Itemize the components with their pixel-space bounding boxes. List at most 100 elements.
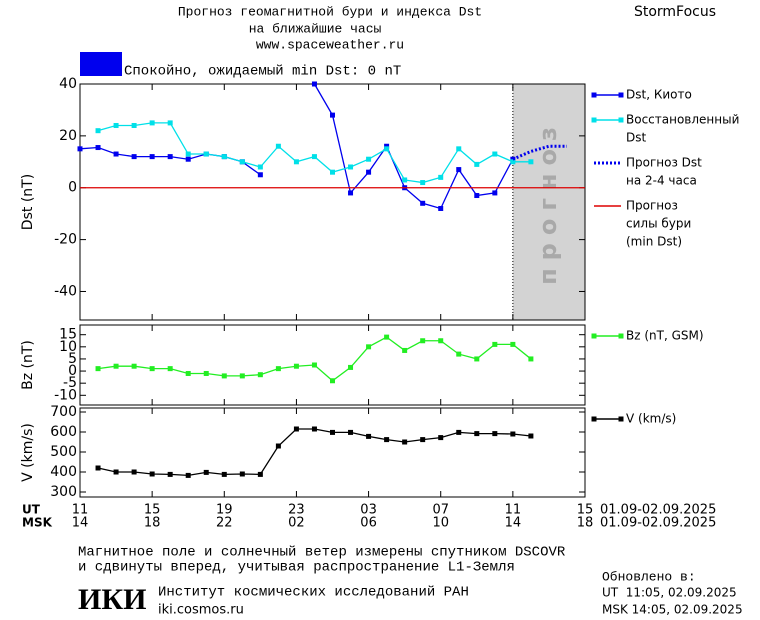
data-point [167,366,173,372]
data-point [402,347,408,353]
data-point [275,366,281,372]
y-tick-label: -5 [63,375,77,391]
y-tick-label: 10 [59,339,77,355]
data-point [420,437,426,443]
x-tick-label: 11 [505,503,522,518]
data-point [257,372,263,378]
data-point [149,366,155,372]
x-tick-label: 14 [72,516,89,531]
plot-frame [79,324,586,406]
data-point [510,341,516,347]
data-point [402,439,408,445]
data-point [438,338,444,344]
y-axis-title: Bz (nT) [20,340,36,390]
data-point [275,443,281,449]
data-point [402,177,408,183]
updated-ut: UT 11:05, 02.09.2025 [602,586,737,600]
x-tick-label: 18 [577,516,594,531]
legend-label: (min Dst) [626,235,682,249]
y-tick-label: -40 [54,283,77,299]
y-tick-label: 0 [68,180,77,196]
x-tick-label: 06 [360,516,377,531]
logo: ИКИ [78,583,146,616]
y-tick-label: -20 [54,232,77,248]
x-tick-label: 15 [577,503,594,518]
data-point [492,341,498,347]
data-point [366,156,372,162]
footer-note: и сдвинуты вперед, учитывая распростране… [78,560,515,576]
x-row-label: UT [22,503,41,517]
data-point [330,378,335,384]
x-tick-label: 15 [144,503,161,518]
forecast-label: прогноз [534,119,562,285]
x-tick-label: 10 [432,516,449,531]
title: Прогноз геомагнитной бури и индекса Dst [178,4,482,19]
date-range: 01.09-02.09.2025 [600,516,716,531]
series-line [79,83,514,210]
data-point [77,146,83,152]
legend-label: на 2-4 часа [626,174,697,188]
data-point [384,143,390,149]
data-point [149,154,155,160]
data-point [528,433,534,439]
data-point [474,356,480,362]
data-point [95,366,101,372]
updated-msk: MSK 14:05, 02.09.2025 [602,603,743,617]
data-point [348,190,354,196]
data-point [438,435,444,441]
legend-label: Dst [626,131,646,145]
data-point [113,469,119,475]
data-point [257,164,263,170]
data-point [167,120,173,126]
y-tick-label: 5 [68,351,77,367]
data-point [348,164,354,170]
data-point [366,433,372,439]
legend-marker [618,117,624,123]
y-tick-label: 400 [50,464,77,480]
status-box [80,52,122,76]
data-point [185,370,191,376]
url: www.spaceweather.ru [256,37,404,52]
plot-frame [79,407,586,498]
x-tick-label: 19 [216,503,233,518]
data-point [221,471,227,477]
data-point [456,146,462,152]
data-point [149,471,155,477]
data-point [311,362,317,368]
legend-label: Восстановленный [626,113,739,127]
y-tick-label: 40 [59,76,77,92]
data-point [366,169,372,175]
data-point [275,143,281,149]
data-point [438,205,444,211]
data-point [311,81,317,87]
x-tick-label: 02 [288,516,305,531]
data-point [113,363,119,369]
legend-marker [591,117,597,123]
data-point [239,471,245,477]
y-tick-label: 20 [59,128,77,144]
brand: StormFocus [634,4,716,20]
data-point [239,373,245,379]
series-line [97,336,532,382]
data-point [257,172,263,178]
x-tick-label: 18 [144,516,161,531]
institute: Институт космических исследований РАН [158,584,469,601]
footer-note: Магнитное поле и солнечный ветер измерен… [78,544,566,561]
data-point [185,151,191,157]
x-row-label: MSK [22,516,53,530]
forecast-region [512,84,585,320]
x-tick-label: 14 [505,516,522,531]
x-tick-label: 07 [432,503,449,518]
legend-label: V (km/s) [626,412,676,426]
y-tick-label: 600 [50,424,77,440]
data-point [131,363,137,369]
data-point [510,159,516,165]
data-point [311,154,317,160]
y-axis-title: V (km/s) [20,423,36,482]
data-point [366,344,372,350]
data-point [95,145,101,151]
data-point [330,169,335,175]
y-tick-label: -10 [54,387,77,403]
data-point [438,174,444,180]
y-tick-label: 0 [68,363,77,379]
